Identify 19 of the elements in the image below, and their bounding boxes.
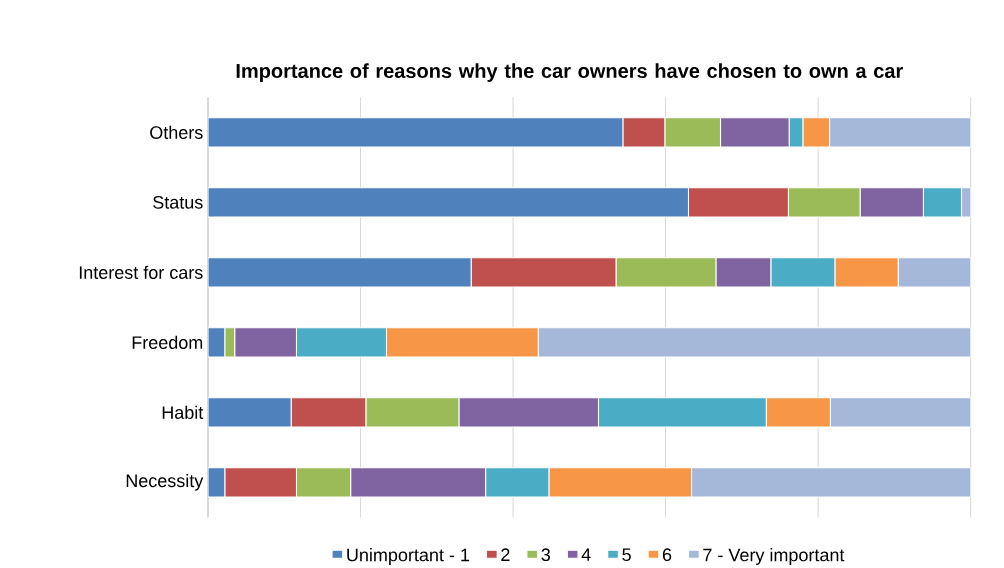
bar <box>537 327 971 358</box>
y-tick-label: Status <box>153 195 203 209</box>
y-tick-label: Others <box>150 125 203 139</box>
legend-label: Unimportant - 1 <box>347 548 470 565</box>
bar <box>829 397 971 428</box>
legend-label: 4 <box>581 548 591 561</box>
y-tick-label: Necessity <box>126 473 204 491</box>
bar <box>897 257 971 288</box>
legend-label: 3 <box>541 548 550 562</box>
legend-label: 2 <box>501 548 510 561</box>
chart-title: Importance of reasons why the car owners have chosen to own a car <box>236 63 903 82</box>
y-tick-label: Interest for cars <box>79 265 203 279</box>
bar <box>690 467 971 498</box>
legend-label: 6 <box>662 548 672 562</box>
legend-label: 7 - Very important <box>703 548 845 565</box>
legend-label: 5 <box>622 548 631 561</box>
y-tick-label: Freedom <box>132 335 203 349</box>
bar <box>829 117 971 148</box>
y-tick-label: Habit <box>162 405 204 419</box>
